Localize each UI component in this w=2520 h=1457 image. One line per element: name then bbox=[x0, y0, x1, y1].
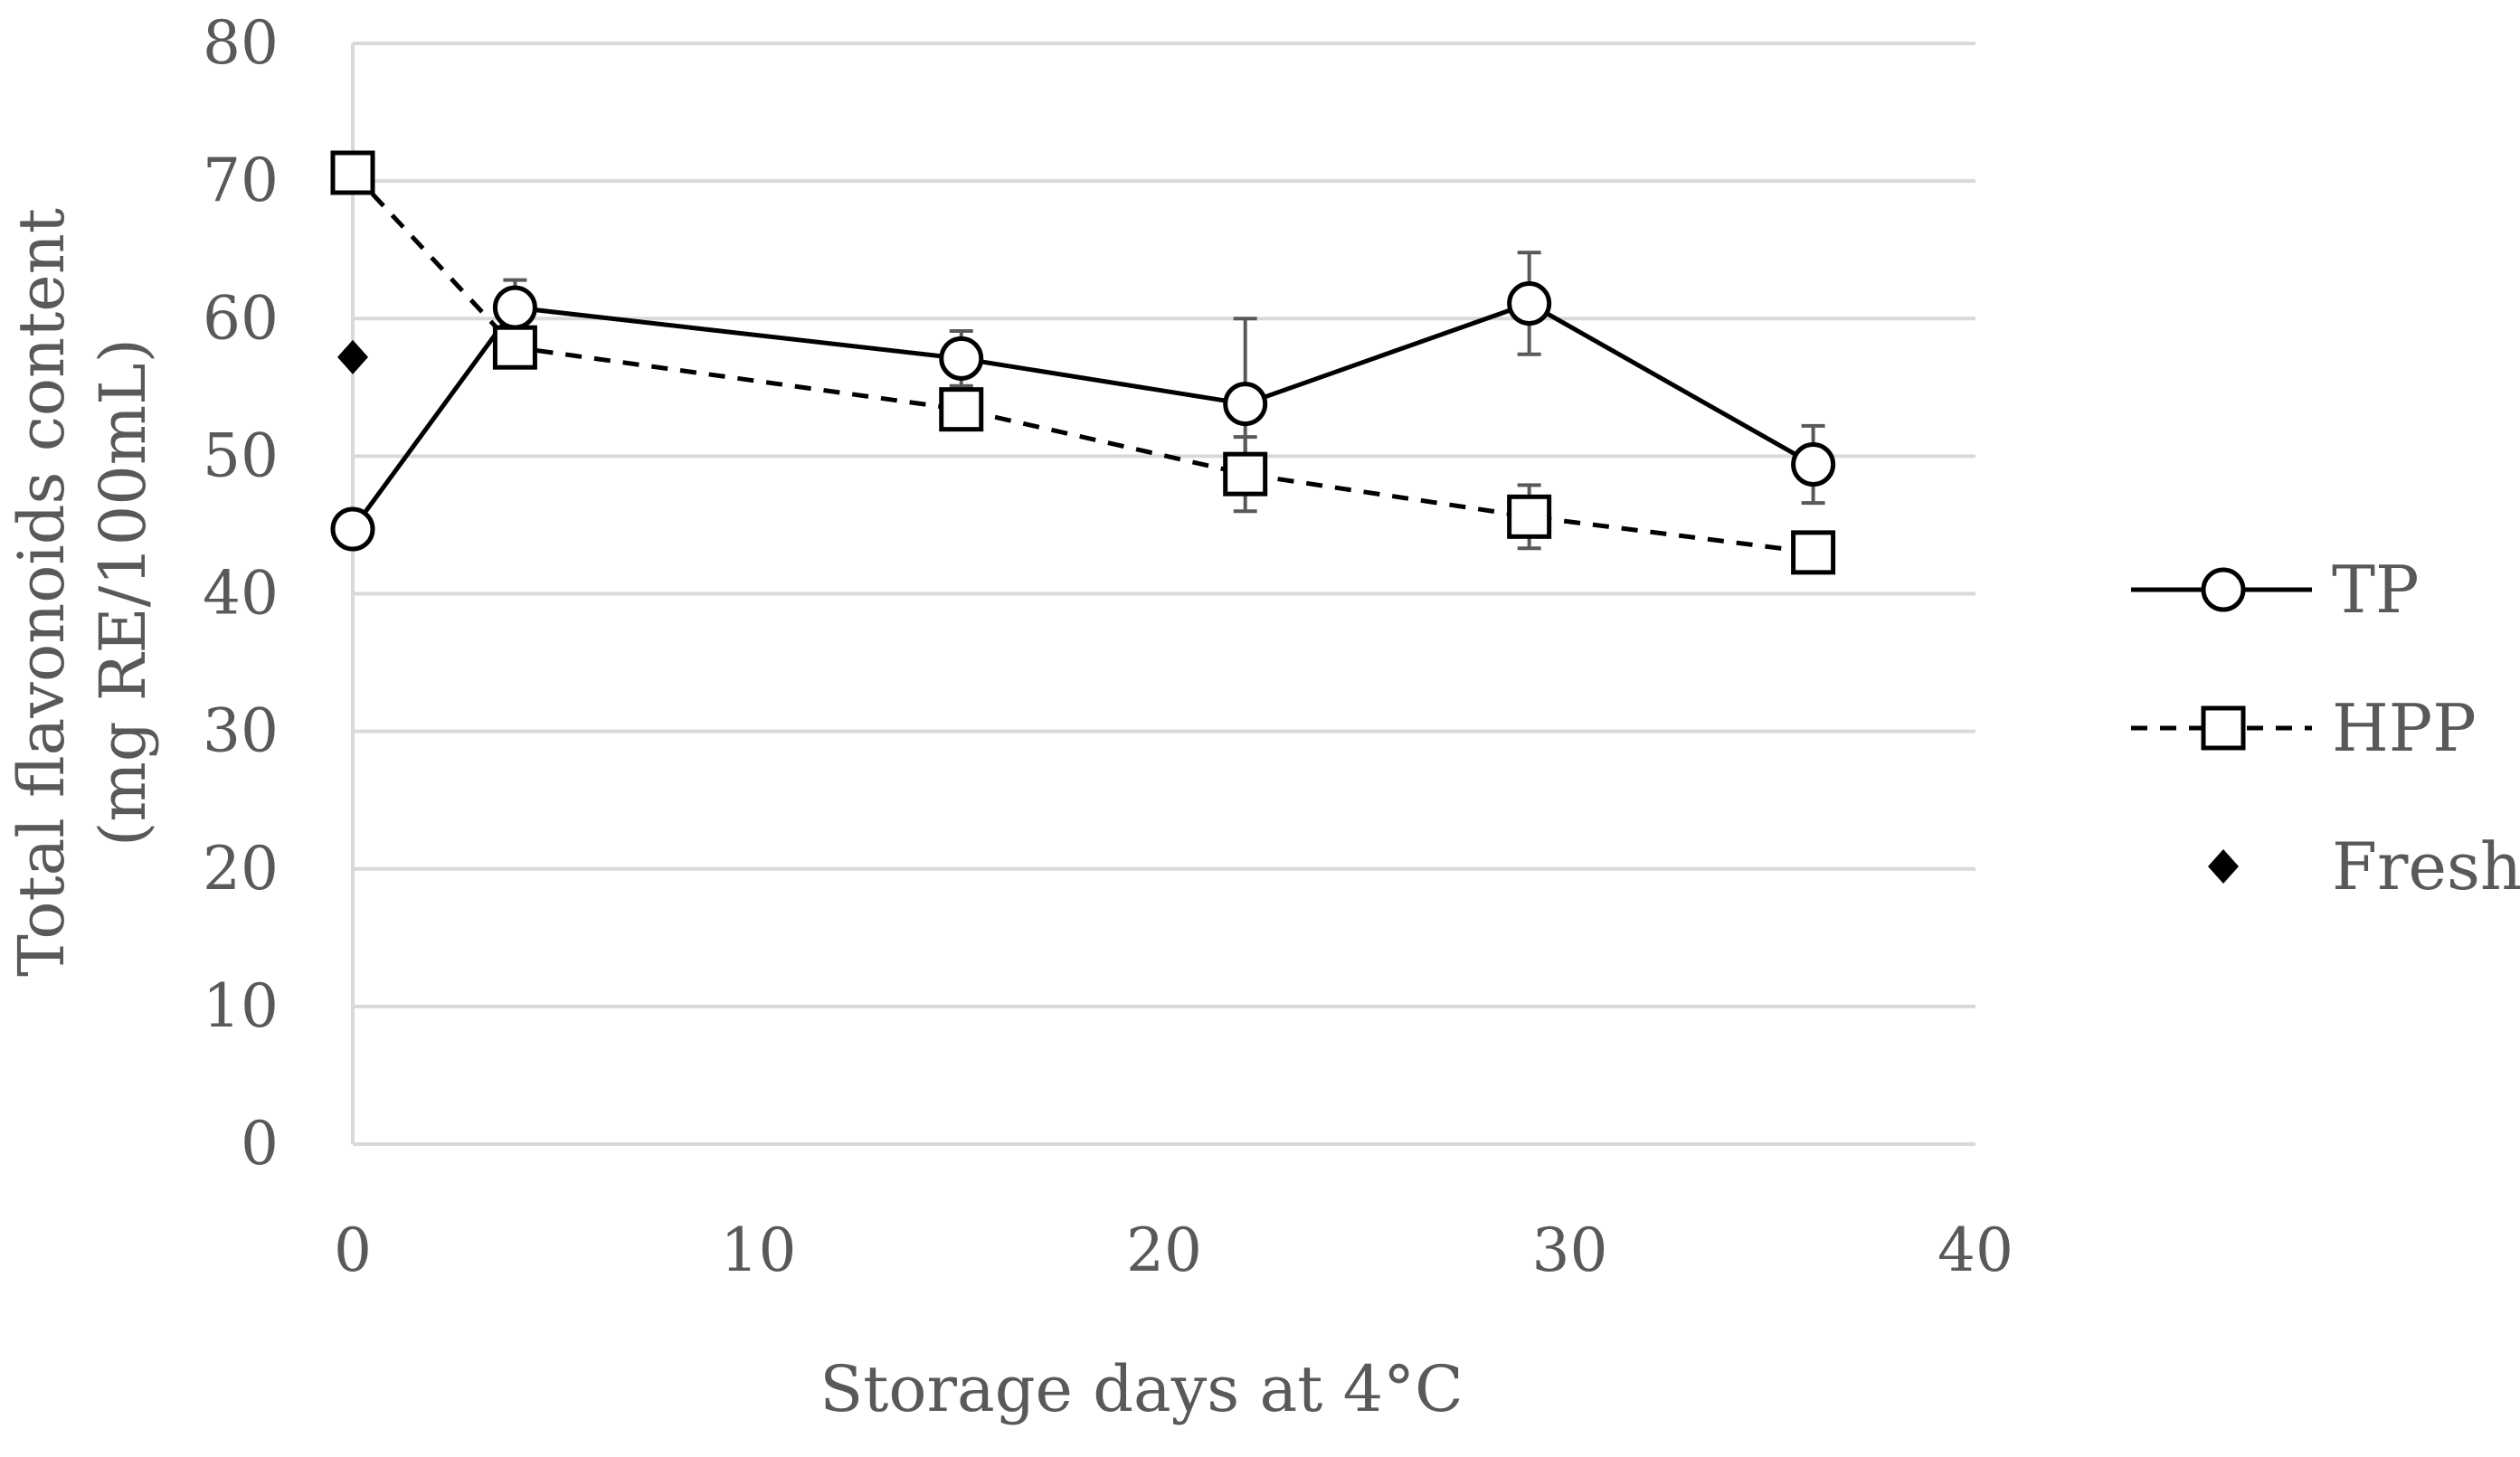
x-tick-label-30: 30 bbox=[1532, 1216, 1608, 1285]
data-point-tp-3 bbox=[1223, 382, 1268, 427]
series-hpp bbox=[330, 150, 1836, 575]
data-point-tp-1 bbox=[492, 285, 537, 330]
y-tick-label-0: 0 bbox=[241, 1109, 279, 1178]
legend-item-hpp: HPP bbox=[2131, 690, 2477, 766]
legend-item-tp: TP bbox=[2131, 552, 2419, 628]
y-axis-title-line1: Total flavonoids content bbox=[5, 208, 79, 977]
data-point-tp-4 bbox=[1507, 281, 1552, 326]
x-tick-label-10: 10 bbox=[721, 1216, 797, 1285]
data-point-hpp-0 bbox=[330, 150, 375, 195]
data-point-hpp-5 bbox=[1791, 530, 1836, 575]
series-tp bbox=[330, 251, 1836, 552]
y-tick-label-20: 20 bbox=[203, 834, 279, 904]
x-tick-label-40: 40 bbox=[1937, 1216, 2013, 1285]
series-line-hpp bbox=[351, 171, 1814, 555]
legend-marker-tp bbox=[2201, 567, 2246, 612]
x-axis-title: Storage days at 4°C bbox=[819, 1352, 1463, 1426]
y-tick-label-70: 70 bbox=[203, 146, 279, 215]
tick-labels: 0 10 20 30 40 50 60 70 80 0 10 20 30 40 bbox=[203, 8, 2013, 1285]
legend-label-fresh: Fresh bbox=[2332, 828, 2520, 904]
data-point-hpp-2 bbox=[939, 387, 984, 432]
legend-item-fresh: Fresh bbox=[2208, 828, 2520, 904]
series-line-tp bbox=[350, 300, 1814, 531]
data-point-hpp-4 bbox=[1507, 494, 1552, 539]
y-tick-label-60: 60 bbox=[203, 283, 279, 353]
legend-marker-hpp bbox=[2201, 705, 2246, 751]
axes bbox=[351, 43, 1975, 1146]
y-tick-label-80: 80 bbox=[203, 8, 279, 78]
legend-label-tp: TP bbox=[2332, 552, 2419, 628]
legend: TP HPP Fresh bbox=[2131, 552, 2520, 904]
data-point-hpp-1 bbox=[492, 325, 537, 370]
x-tick-label-20: 20 bbox=[1126, 1216, 1202, 1285]
data-point-tp-2 bbox=[939, 336, 984, 381]
data-point-hpp-3 bbox=[1223, 451, 1268, 497]
data-point-tp-5 bbox=[1791, 442, 1836, 487]
data-point-tp-0 bbox=[330, 506, 375, 552]
legend-label-hpp: HPP bbox=[2332, 690, 2477, 766]
y-tick-label-40: 40 bbox=[203, 559, 279, 629]
y-tick-label-50: 50 bbox=[203, 421, 279, 490]
legend-marker-fresh bbox=[2208, 849, 2239, 884]
data-series bbox=[330, 150, 1836, 575]
y-axis-title-line2: (mg RE/100mL) bbox=[86, 338, 160, 847]
y-tick-label-30: 30 bbox=[203, 696, 279, 766]
y-tick-label-10: 10 bbox=[203, 971, 279, 1041]
x-tick-label-0: 0 bbox=[334, 1216, 372, 1285]
series-fresh bbox=[337, 339, 368, 374]
grid-lines bbox=[353, 42, 1975, 1008]
y-axis-title: Total flavonoids content (mg RE/100mL) bbox=[5, 208, 160, 977]
data-point-fresh-0 bbox=[337, 339, 368, 374]
